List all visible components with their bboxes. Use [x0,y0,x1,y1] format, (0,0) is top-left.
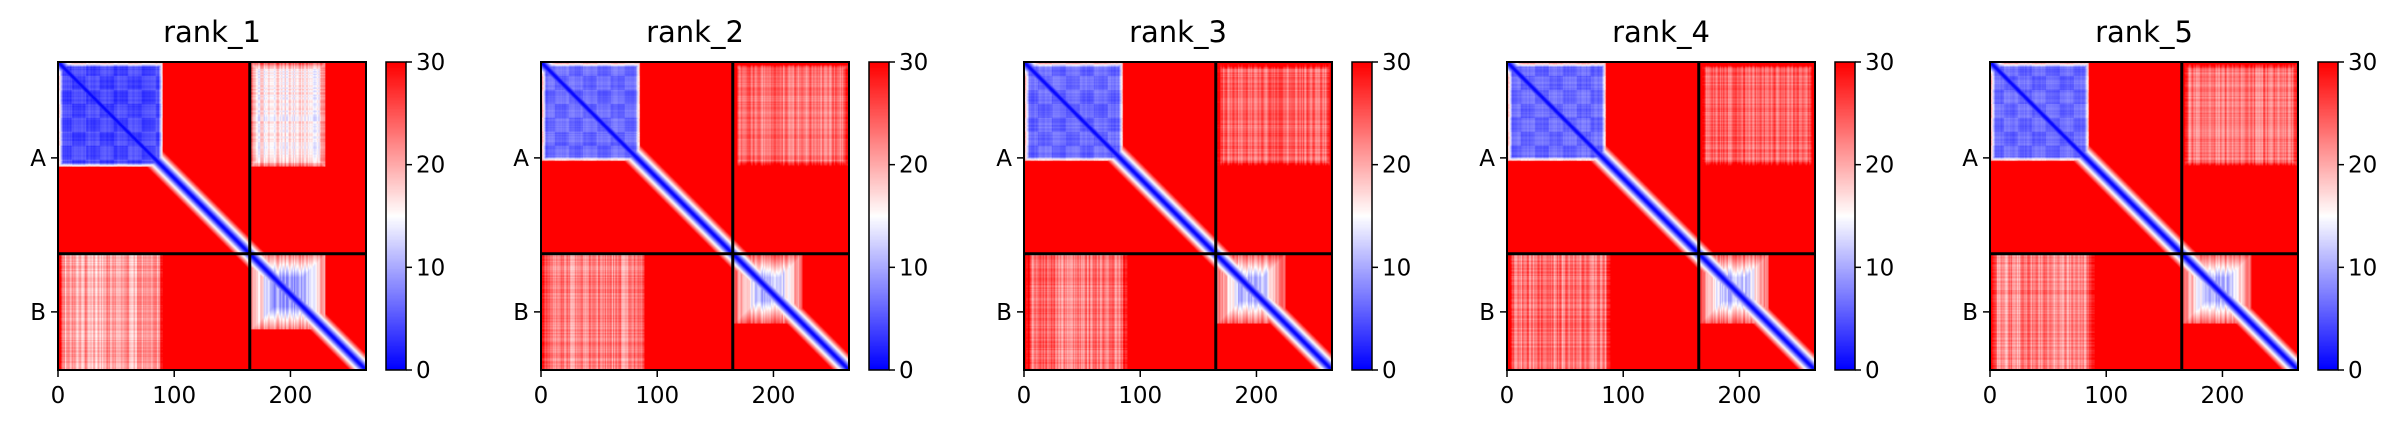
pae-heatmap [1024,62,1332,370]
panel-title: rank_1 [163,15,261,49]
y-tick-label-A: A [513,146,529,172]
colorbar-tick-label: 0 [1865,358,1880,384]
y-tick-label-B: B [30,300,46,326]
colorbar-tick-label: 10 [1865,255,1894,281]
colorbar-tick-label: 0 [1382,358,1397,384]
x-tick-label: 0 [1017,383,1032,409]
x-tick-label: 0 [534,383,549,409]
colorbar-gradient [1352,62,1372,370]
x-tick-label: 200 [268,383,312,409]
x-tick-label: 200 [1234,383,1278,409]
panel-title: rank_5 [2095,15,2193,49]
colorbar-gradient [386,62,406,370]
colorbar-frame [868,61,890,371]
colorbar-frame [1351,61,1373,371]
y-tick-label-A: A [996,146,1012,172]
x-tick-label: 200 [2200,383,2244,409]
colorbar-tick-label: 20 [899,153,928,179]
panel-title: rank_3 [1129,15,1227,49]
x-tick-label: 200 [751,383,795,409]
colorbar-tick-label: 10 [899,255,928,281]
panel-title: rank_2 [646,15,744,49]
panel-rank_4: rank_4 0 100 200 A B 0 10 20 30 [1479,15,1894,409]
colorbar-frame [385,61,407,371]
pae-heatmap [1507,62,1815,370]
colorbar-tick-label: 0 [2348,358,2363,384]
colorbar-frame [2317,61,2339,371]
colorbar-tick-label: 30 [899,50,928,76]
colorbar-tick-label: 10 [416,255,445,281]
colorbar-tick-label: 10 [1382,255,1411,281]
x-tick-label: 200 [1717,383,1761,409]
x-tick-label: 0 [51,383,66,409]
axes-frame [1989,61,2299,371]
x-tick-label: 100 [635,383,679,409]
panel-rank_2: rank_2 0 100 200 A B 0 10 20 30 [513,15,928,409]
axes-frame [1023,61,1333,371]
x-tick-label: 100 [1601,383,1645,409]
panel-rank_1: rank_1 0 100 200 A B 0 10 20 30 [30,15,445,409]
colorbar-tick-label: 30 [1382,50,1411,76]
y-tick-label-A: A [1962,146,1978,172]
axes-frame [1506,61,1816,371]
pae-heatmap [541,62,849,370]
colorbar-tick-label: 10 [2348,255,2377,281]
axes-frame [57,61,367,371]
colorbar-tick-label: 20 [416,153,445,179]
x-tick-label: 100 [152,383,196,409]
panel-rank_3: rank_3 0 100 200 A B 0 10 20 30 [996,15,1411,409]
colorbar-tick-label: 30 [416,50,445,76]
y-tick-label-A: A [1479,146,1495,172]
colorbar-tick-label: 20 [2348,153,2377,179]
colorbar-gradient [1835,62,1855,370]
panel-title: rank_4 [1612,15,1710,49]
x-tick-label: 100 [1118,383,1162,409]
x-tick-label: 0 [1983,383,1998,409]
x-tick-label: 0 [1500,383,1515,409]
colorbar-tick-label: 30 [2348,50,2377,76]
pae-heatmap [1990,62,2298,370]
colorbar-tick-label: 0 [416,358,431,384]
y-tick-label-A: A [30,146,46,172]
y-tick-label-B: B [513,300,529,326]
colorbar-tick-label: 20 [1382,153,1411,179]
axes-frame [540,61,850,371]
colorbar-tick-label: 20 [1865,153,1894,179]
pae-heatmap [58,62,366,370]
colorbar-tick-label: 0 [899,358,914,384]
colorbar-frame [1834,61,1856,371]
panel-rank_5: rank_5 0 100 200 A B 0 10 20 30 [1962,15,2377,409]
x-tick-label: 100 [2084,383,2128,409]
y-tick-label-B: B [996,300,1012,326]
colorbar-gradient [869,62,889,370]
colorbar-tick-label: 30 [1865,50,1894,76]
colorbar-gradient [2318,62,2338,370]
y-tick-label-B: B [1479,300,1495,326]
y-tick-label-B: B [1962,300,1978,326]
